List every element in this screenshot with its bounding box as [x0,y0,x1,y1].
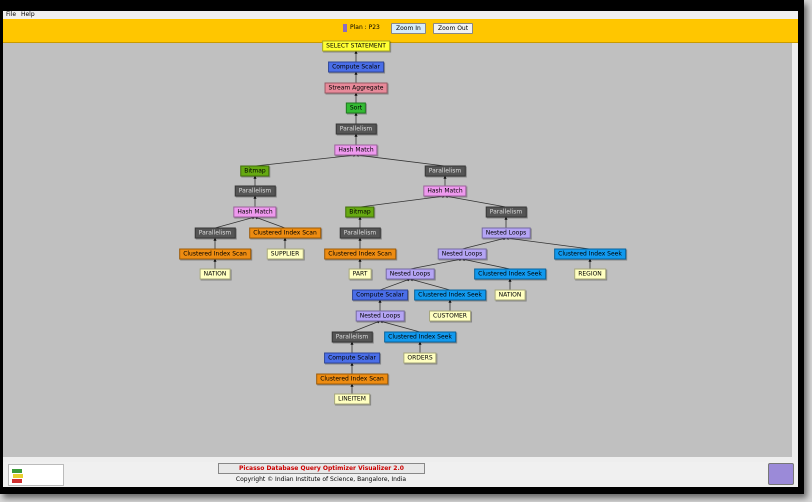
operator-node[interactable]: Sort [345,102,367,114]
operator-node[interactable]: Parallelism [331,331,373,343]
plan-color-swatch [343,24,347,32]
menu-bar: File Help [3,11,798,19]
operator-node[interactable]: Bitmap [240,165,270,177]
plan-edge [355,153,446,167]
operator-node[interactable]: Clustered Index Scan [249,227,321,239]
operator-node[interactable]: Parallelism [339,227,381,239]
operator-node[interactable]: Clustered Index Seek [474,268,546,280]
operator-node[interactable]: Parallelism [485,206,527,218]
plan-edges [213,50,592,394]
table-node[interactable]: REGION [574,268,606,280]
copyright-text: Copyright © Indian Institute of Science,… [235,476,407,483]
operator-node[interactable]: Parallelism [234,185,276,197]
operator-node[interactable]: Clustered Index Scan [324,248,396,260]
table-node[interactable]: PART [348,268,372,280]
operator-node[interactable]: Clustered Index Seek [554,248,626,260]
operator-node[interactable]: Clustered Index Seek [414,289,486,301]
table-node[interactable]: SUPPLIER [266,248,304,260]
plan-edge [379,320,421,333]
menu-help[interactable]: Help [20,11,35,18]
operator-node[interactable]: Stream Aggregate [324,82,388,94]
table-node[interactable]: ORDERS [403,352,437,364]
operator-node[interactable]: Hash Match [423,185,467,197]
plan-tree-canvas: SELECT STATEMENT Compute Scalar Stream Agg… [3,40,792,457]
plan-edge [461,237,507,250]
horizontal-scrollbar[interactable] [3,457,798,462]
iisc-logo [768,463,794,485]
plan-label: Plan : P23 [350,24,380,31]
plan-edge [461,258,511,270]
plan-indicator: Plan : P23 [343,24,380,32]
operator-node[interactable]: Parallelism [194,227,236,239]
plan-edge [254,153,357,167]
operator-node[interactable]: Compute Scalar [328,61,384,73]
menu-file[interactable]: File [6,11,17,18]
operator-node[interactable]: SELECT STATEMENT [322,40,390,52]
operator-node[interactable]: Compute Scalar [352,289,408,301]
plan-edge [409,278,451,291]
app-title-button[interactable]: Picasso Database Query Optimizer Visuali… [218,463,425,474]
plan-edge [351,320,381,333]
operator-node[interactable]: Parallelism [335,123,377,135]
dsl-logo [8,464,64,486]
operator-node[interactable]: Nested Loops [355,310,405,322]
operator-node[interactable]: Nested Loops [481,227,531,239]
plan-edge [444,194,507,208]
operator-node[interactable]: Compute Scalar [324,352,380,364]
zoom-out-button[interactable]: Zoom Out [433,23,474,34]
plan-edge [254,216,286,229]
table-node[interactable]: LINEITEM [334,393,370,405]
footer: Picasso Database Query Optimizer Visuali… [3,462,798,487]
operator-node[interactable]: Parallelism [424,165,466,177]
operator-node[interactable]: Clustered Index Scan [316,373,388,385]
plan-edge [409,257,463,270]
table-node[interactable]: NATION [199,268,231,280]
table-node[interactable]: CUSTOMER [429,310,471,322]
plan-header: Plan : P23 Zoom In Zoom Out [3,19,798,43]
operator-node[interactable]: Hash Match [334,144,378,156]
table-node[interactable]: NATION [494,289,526,301]
operator-node[interactable]: Clustered Index Seek [384,331,456,343]
plan-edge [379,278,411,291]
operator-node[interactable]: Clustered Index Scan [179,248,251,260]
vertical-scrollbar[interactable] [792,43,798,457]
plan-edge [505,236,591,250]
operator-node[interactable]: Hash Match [233,206,277,218]
operator-node[interactable]: Nested Loops [385,268,435,280]
plan-edge [214,216,256,229]
operator-node[interactable]: Nested Loops [437,248,487,260]
plan-edge [359,194,446,208]
operator-node[interactable]: Bitmap [345,206,375,218]
zoom-in-button[interactable]: Zoom In [391,23,426,34]
